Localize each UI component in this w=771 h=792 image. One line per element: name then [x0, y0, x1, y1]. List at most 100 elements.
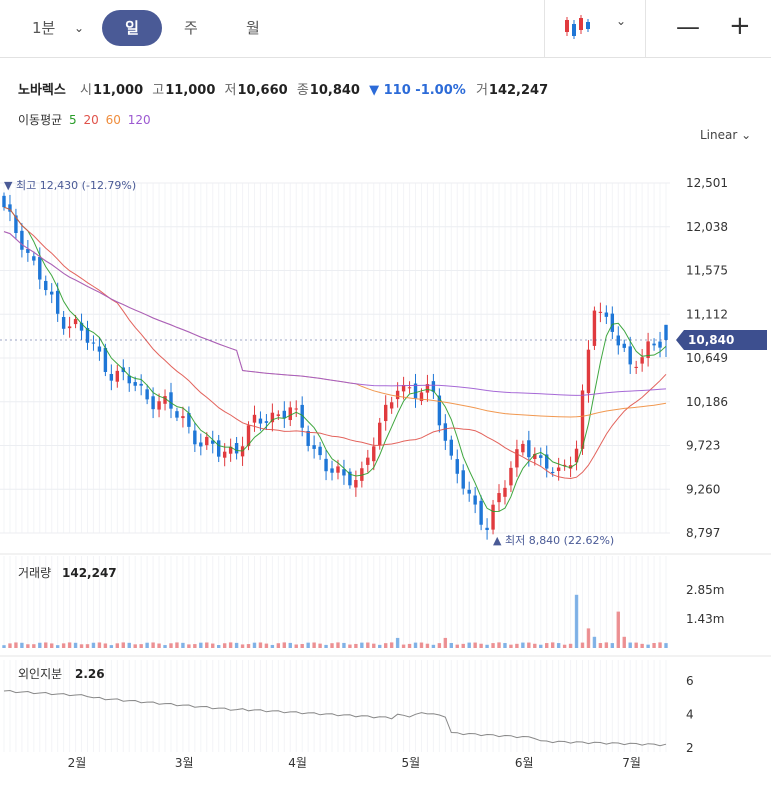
candle-body [79, 322, 84, 331]
volume-bar [169, 643, 173, 648]
candle-body [222, 451, 227, 458]
volume-bar [580, 642, 585, 648]
volume-bar [515, 643, 519, 648]
candle-body [163, 396, 167, 404]
volume-bar [521, 642, 525, 648]
volume-bar [79, 644, 84, 648]
foreign-panel-value: 2.26 [75, 667, 105, 681]
volume-bar [121, 642, 125, 648]
volume-bar [461, 643, 465, 648]
timeframe-1min[interactable]: 1분 [32, 19, 56, 37]
candle-body [449, 439, 453, 456]
candle-body [312, 445, 316, 449]
candle-body [646, 341, 650, 358]
volume-bar [240, 644, 245, 648]
candle-body [521, 443, 525, 453]
volume-bar [187, 644, 191, 648]
candle-body [545, 454, 549, 469]
candle-body [509, 467, 513, 486]
volume-bar [151, 642, 155, 648]
volume-bar [61, 643, 66, 648]
candle-body [181, 416, 185, 419]
volume-bar [497, 642, 501, 648]
candle-body [294, 408, 298, 410]
candle-body [288, 407, 292, 421]
candle-body [372, 446, 376, 462]
moving-average-legend[interactable]: 이동평균 5 20 60 120 [18, 111, 154, 128]
candle-body [556, 467, 561, 472]
volume-bar [282, 642, 287, 648]
volume-bar [175, 642, 179, 648]
candle-body [14, 215, 18, 233]
volume-bar [646, 644, 650, 648]
chart-type-chevron-down-icon[interactable]: ⌄ [616, 14, 627, 28]
candle-body [598, 311, 603, 313]
candle-body [306, 431, 310, 446]
volume-bar [574, 594, 579, 648]
volume-bar [103, 643, 108, 648]
volume-bar [592, 636, 597, 648]
volume-bar [431, 644, 436, 648]
candle-body [32, 256, 36, 261]
volume-bar [294, 644, 298, 648]
volume-bar [568, 643, 573, 648]
candle-body [228, 446, 233, 454]
zoom-out-button[interactable]: — [676, 13, 700, 41]
volume-bar [8, 643, 12, 648]
volume-bar [634, 642, 638, 648]
volume-bar [485, 644, 489, 648]
open-label: 시 [79, 83, 92, 98]
price-tick-label: 12,501 [686, 176, 728, 190]
volume-bar [234, 642, 239, 648]
volume-bar [348, 644, 352, 648]
candle-body [276, 414, 281, 416]
volume-bar [127, 642, 131, 648]
high-value: 11,000 [165, 83, 216, 98]
candle-body [586, 349, 591, 394]
volume-bar [276, 643, 281, 648]
volume-bar [14, 642, 18, 648]
candle-body [640, 357, 644, 364]
price-tick-label: 10,186 [686, 395, 728, 409]
candle-body [461, 470, 465, 489]
candle-body [91, 342, 96, 344]
candle-body [515, 449, 519, 468]
candle-body [67, 326, 72, 329]
low-marker: ▲ 최저 8,840 (22.62%) [493, 534, 614, 547]
volume-bar [372, 643, 376, 648]
candle-body [592, 310, 597, 346]
candlestick-icon[interactable] [563, 14, 593, 40]
candle-body [115, 370, 120, 382]
volume-bar [395, 637, 400, 648]
candle-body [217, 440, 221, 457]
foreign-ratio-line [3, 689, 667, 747]
volume-bar [527, 642, 531, 648]
candle-body [55, 290, 60, 314]
timeframe-month[interactable]: 월 [246, 19, 260, 37]
volume-bar [222, 643, 227, 648]
ma-5-line [3, 206, 667, 513]
volume-bar [252, 642, 257, 648]
chevron-down-icon[interactable]: ⌄ [74, 21, 85, 35]
candle-body [378, 422, 382, 445]
month-label: 6월 [515, 756, 534, 770]
volume-bar [622, 636, 626, 648]
scale-select[interactable]: Linear ⌄ [700, 128, 751, 142]
candle-body [342, 469, 346, 476]
volume-bar [342, 642, 346, 648]
timeframe-week[interactable]: 주 [184, 19, 198, 37]
ma-5: 5 [69, 113, 77, 127]
volume-bar [378, 644, 382, 648]
candle-body [616, 335, 620, 346]
volume-bar [640, 643, 644, 648]
timeframe-day[interactable]: 일 [102, 10, 162, 46]
candle-body [85, 328, 90, 343]
candle-body [479, 500, 483, 525]
volume-bar [324, 644, 328, 648]
month-label: 4월 [288, 756, 307, 770]
candle-body [389, 402, 394, 409]
zoom-in-button[interactable]: + [729, 11, 751, 41]
volume-bar [133, 644, 137, 648]
volume-bar [550, 642, 555, 648]
